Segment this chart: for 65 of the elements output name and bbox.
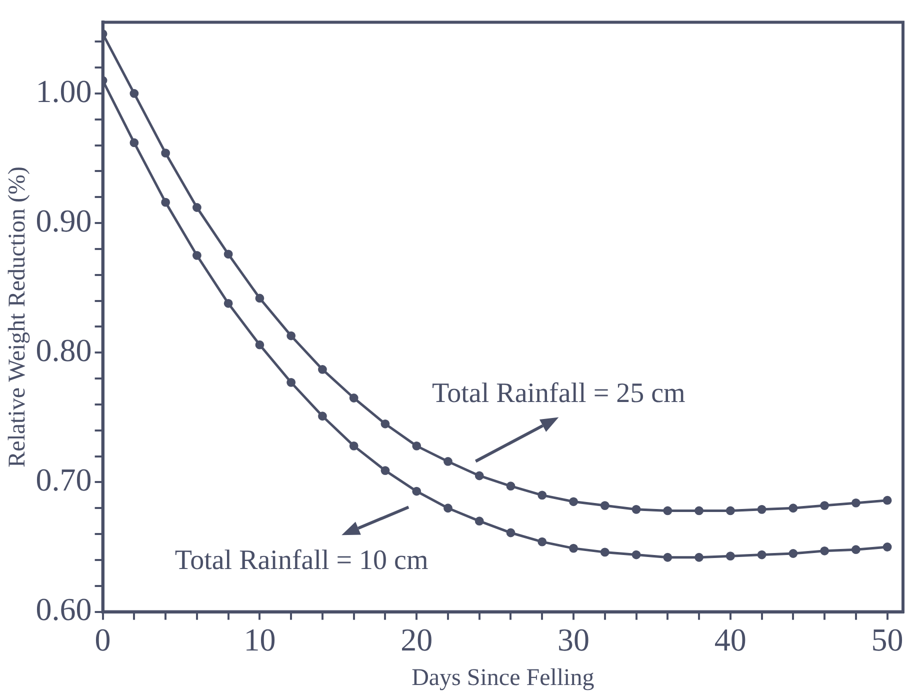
point bbox=[318, 365, 327, 374]
point bbox=[506, 482, 516, 491]
point bbox=[192, 203, 202, 212]
x-tick-label: 0 bbox=[94, 621, 111, 658]
point bbox=[255, 294, 264, 303]
annotation: Total Rainfall = 10 cm bbox=[174, 544, 428, 577]
point bbox=[380, 419, 390, 428]
x-tick-label: 30 bbox=[558, 621, 590, 658]
point bbox=[161, 148, 170, 158]
point bbox=[694, 552, 704, 562]
point bbox=[663, 506, 672, 516]
y-tick-label: 0.70 bbox=[36, 462, 92, 498]
point bbox=[412, 486, 422, 496]
point bbox=[726, 506, 735, 516]
point bbox=[569, 497, 578, 506]
point bbox=[286, 378, 296, 387]
point bbox=[474, 471, 484, 480]
point bbox=[349, 394, 358, 402]
point bbox=[538, 490, 547, 500]
point bbox=[130, 89, 139, 98]
point bbox=[694, 506, 704, 516]
point bbox=[788, 549, 798, 558]
y-tick-label: 0.90 bbox=[36, 202, 92, 238]
point bbox=[757, 504, 766, 514]
x-tick-label: 50 bbox=[871, 621, 904, 658]
point bbox=[820, 546, 829, 556]
point bbox=[192, 251, 202, 260]
point bbox=[349, 441, 358, 450]
point bbox=[569, 544, 578, 553]
point bbox=[851, 498, 860, 508]
point bbox=[820, 501, 829, 510]
point bbox=[444, 504, 452, 513]
point bbox=[380, 466, 390, 476]
point bbox=[788, 504, 798, 513]
point bbox=[286, 331, 296, 340]
point bbox=[757, 550, 766, 560]
point bbox=[224, 298, 233, 308]
point bbox=[506, 528, 516, 538]
x-tick-label: 20 bbox=[400, 621, 433, 658]
point bbox=[632, 504, 641, 514]
y-tick-label: 1.00 bbox=[36, 72, 92, 109]
point bbox=[412, 441, 422, 450]
y-tick-label: 0.60 bbox=[36, 591, 92, 628]
point bbox=[474, 516, 484, 526]
x-tick-label: 40 bbox=[714, 621, 746, 658]
y-tick-label: 0.80 bbox=[36, 332, 92, 368]
point bbox=[224, 250, 233, 259]
x-axis-title: Days Since Felling bbox=[412, 664, 594, 691]
point bbox=[851, 545, 860, 554]
point bbox=[255, 340, 264, 350]
point bbox=[600, 548, 610, 557]
point bbox=[318, 412, 327, 421]
point bbox=[538, 537, 547, 546]
point bbox=[663, 552, 672, 562]
x-tick-label: 10 bbox=[244, 621, 276, 658]
point bbox=[600, 501, 610, 510]
point bbox=[130, 138, 139, 148]
point bbox=[726, 552, 735, 561]
annotation: Total Rainfall = 25 cm bbox=[432, 378, 686, 410]
point bbox=[882, 542, 892, 552]
point bbox=[882, 496, 892, 505]
point bbox=[444, 457, 452, 466]
point bbox=[161, 198, 170, 207]
point bbox=[632, 550, 641, 560]
y-axis-title: Relative Weight Reduction (%) bbox=[4, 166, 31, 468]
